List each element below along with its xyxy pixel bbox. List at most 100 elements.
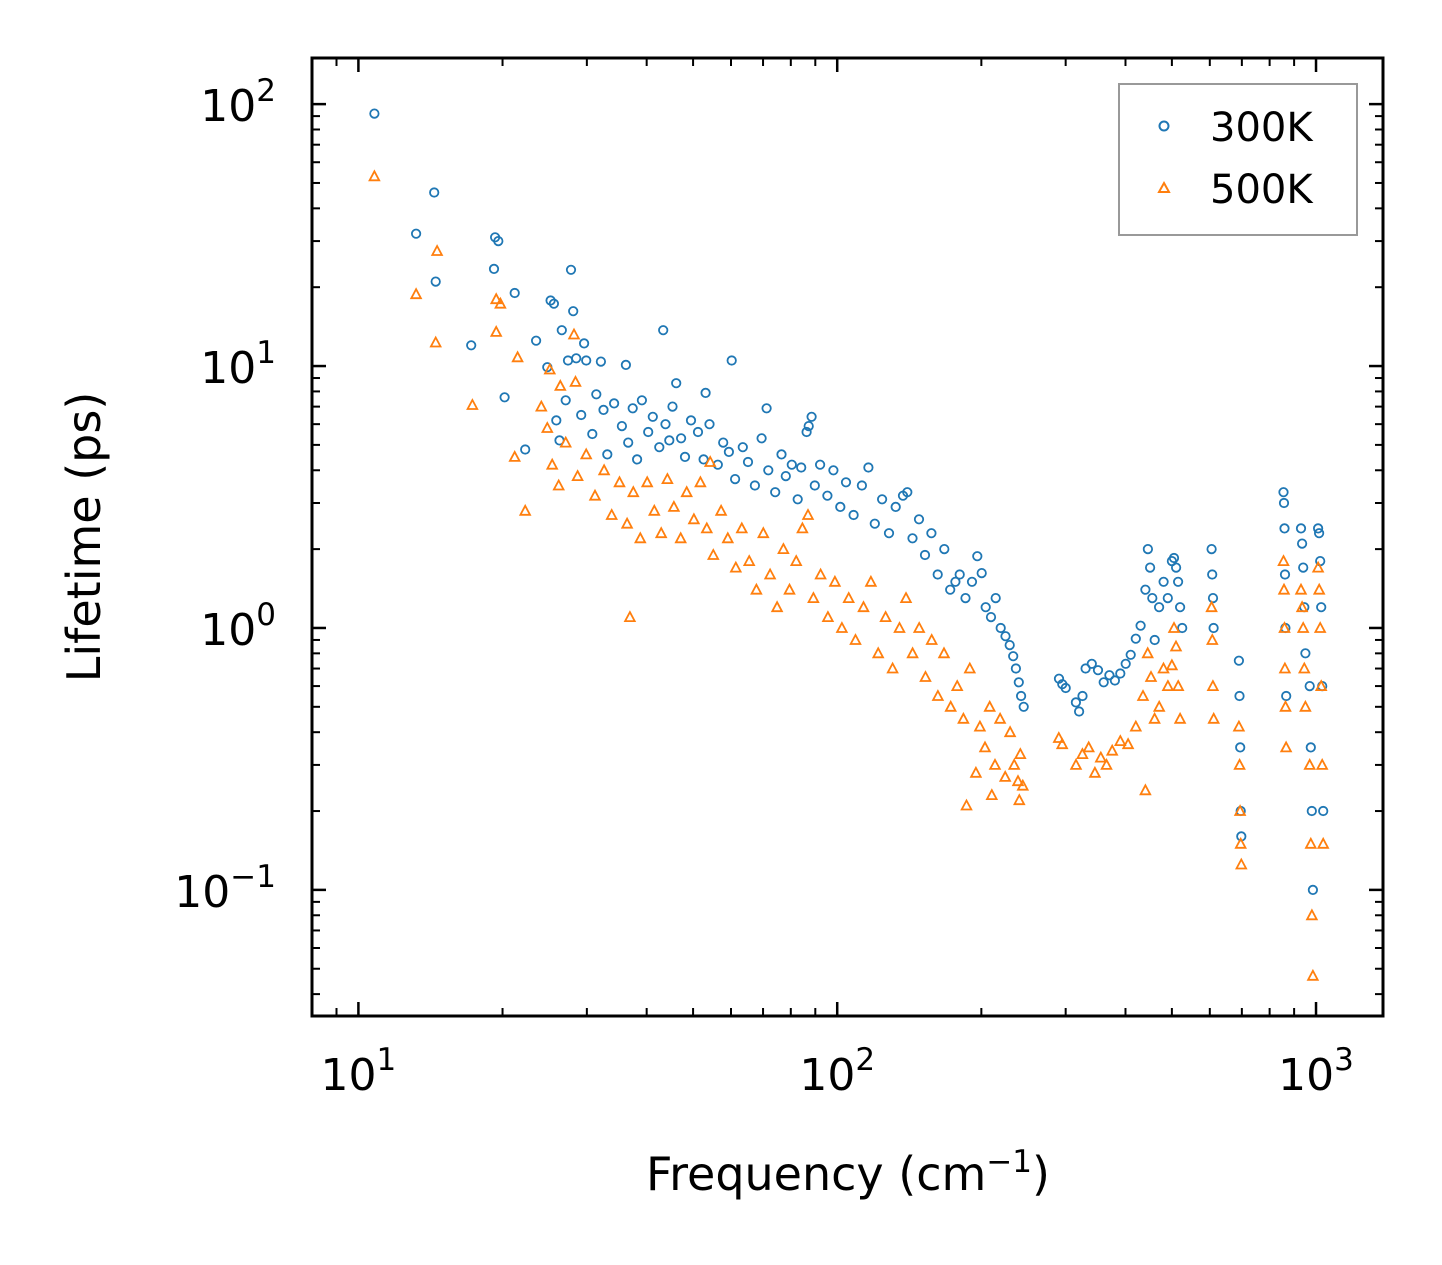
point-300k — [679, 451, 691, 462]
point-300k — [1147, 592, 1158, 604]
point-300k — [1060, 682, 1071, 694]
point-500k — [409, 287, 423, 300]
point-500k — [466, 398, 479, 410]
point-500k — [571, 469, 584, 482]
point-300k — [786, 459, 797, 470]
point-500k — [1205, 633, 1219, 645]
point-300k — [587, 428, 598, 440]
point-300k — [806, 411, 817, 422]
point-300k — [926, 528, 937, 539]
point-300k — [1207, 592, 1219, 604]
point-500k — [1105, 743, 1119, 756]
tick-labels-layer: 101 102 103 10−1 100 101 102 — [174, 73, 1354, 1101]
point-500k — [770, 600, 784, 613]
point-500k — [368, 169, 381, 182]
point-300k — [578, 338, 590, 349]
point-500k — [1161, 679, 1175, 691]
point-500k — [680, 485, 693, 498]
point-300k — [1298, 562, 1309, 573]
point-300k — [1171, 562, 1182, 573]
point-500k — [842, 591, 855, 603]
point-500k — [1311, 560, 1325, 573]
point-500k — [814, 567, 827, 580]
point-500k — [703, 455, 717, 467]
point-300k — [776, 449, 787, 460]
point-300k — [1306, 805, 1317, 817]
point-300k — [598, 404, 609, 415]
point-500k — [1069, 757, 1083, 770]
point-500k — [1294, 582, 1308, 595]
point-300k — [913, 514, 925, 525]
point-300k — [466, 340, 477, 351]
point-300k — [667, 401, 678, 412]
legend-marker-300k — [1158, 120, 1170, 132]
point-300k — [856, 480, 868, 491]
point-300k — [623, 437, 634, 448]
point-500k — [899, 591, 913, 603]
point-500k — [919, 670, 932, 682]
point-300k — [1281, 690, 1292, 702]
point-500k — [1013, 793, 1026, 806]
point-300k — [1234, 690, 1245, 702]
point-500k — [735, 521, 749, 534]
point-300k — [1140, 584, 1151, 595]
point-500k — [750, 582, 763, 595]
x-tick-label: 101 — [321, 1042, 397, 1101]
point-300k — [792, 494, 803, 505]
point-300k — [1115, 668, 1126, 679]
x-tick-label: 102 — [799, 1042, 875, 1101]
point-300k — [1013, 677, 1024, 688]
point-500k — [879, 610, 892, 622]
point-500k — [973, 719, 987, 732]
point-500k — [1052, 731, 1066, 743]
point-500k — [518, 503, 532, 516]
x-tick-label: 103 — [1278, 1042, 1354, 1101]
point-300k — [1314, 528, 1325, 539]
point-300k — [737, 442, 748, 453]
point-300k — [803, 420, 814, 432]
point-300k — [660, 419, 671, 430]
point-500k — [864, 574, 878, 587]
point-500k — [1088, 765, 1102, 778]
point-500k — [559, 435, 572, 448]
point-300k — [1307, 884, 1319, 896]
point-300k — [985, 611, 997, 623]
point-300k — [664, 435, 675, 446]
point-500k — [552, 478, 565, 491]
point-300k — [685, 415, 697, 426]
point-300k — [1120, 658, 1131, 669]
point-500k — [1206, 679, 1220, 691]
point-500k — [1169, 639, 1183, 652]
y-tick-label: 102 — [200, 73, 276, 132]
point-500k — [1003, 725, 1017, 738]
point-300k — [1278, 487, 1289, 498]
point-500k — [777, 542, 790, 554]
point-500k — [925, 633, 938, 645]
point-300k — [1177, 622, 1188, 634]
point-500k — [821, 610, 835, 622]
point-500k — [828, 574, 842, 587]
point-500k — [429, 335, 442, 348]
point-300k — [1092, 665, 1104, 676]
point-300k — [1154, 602, 1165, 613]
point-500k — [1233, 757, 1246, 770]
point-300k — [608, 398, 620, 409]
point-500k — [430, 244, 444, 256]
point-300k — [1297, 538, 1308, 549]
point-300k — [840, 477, 852, 488]
point-300k — [568, 306, 579, 317]
point-300k — [726, 355, 737, 366]
point-300k — [919, 549, 931, 561]
point-300k — [1278, 497, 1290, 509]
point-300k — [1145, 562, 1156, 573]
point-300k — [636, 395, 648, 406]
point-300k — [1316, 602, 1327, 613]
point-500k — [714, 503, 728, 516]
point-500k — [1278, 621, 1291, 633]
point-300k — [700, 387, 711, 398]
point-300k — [530, 335, 542, 346]
point-500k — [742, 554, 756, 566]
point-500k — [654, 526, 668, 539]
point-300k — [1077, 690, 1088, 702]
